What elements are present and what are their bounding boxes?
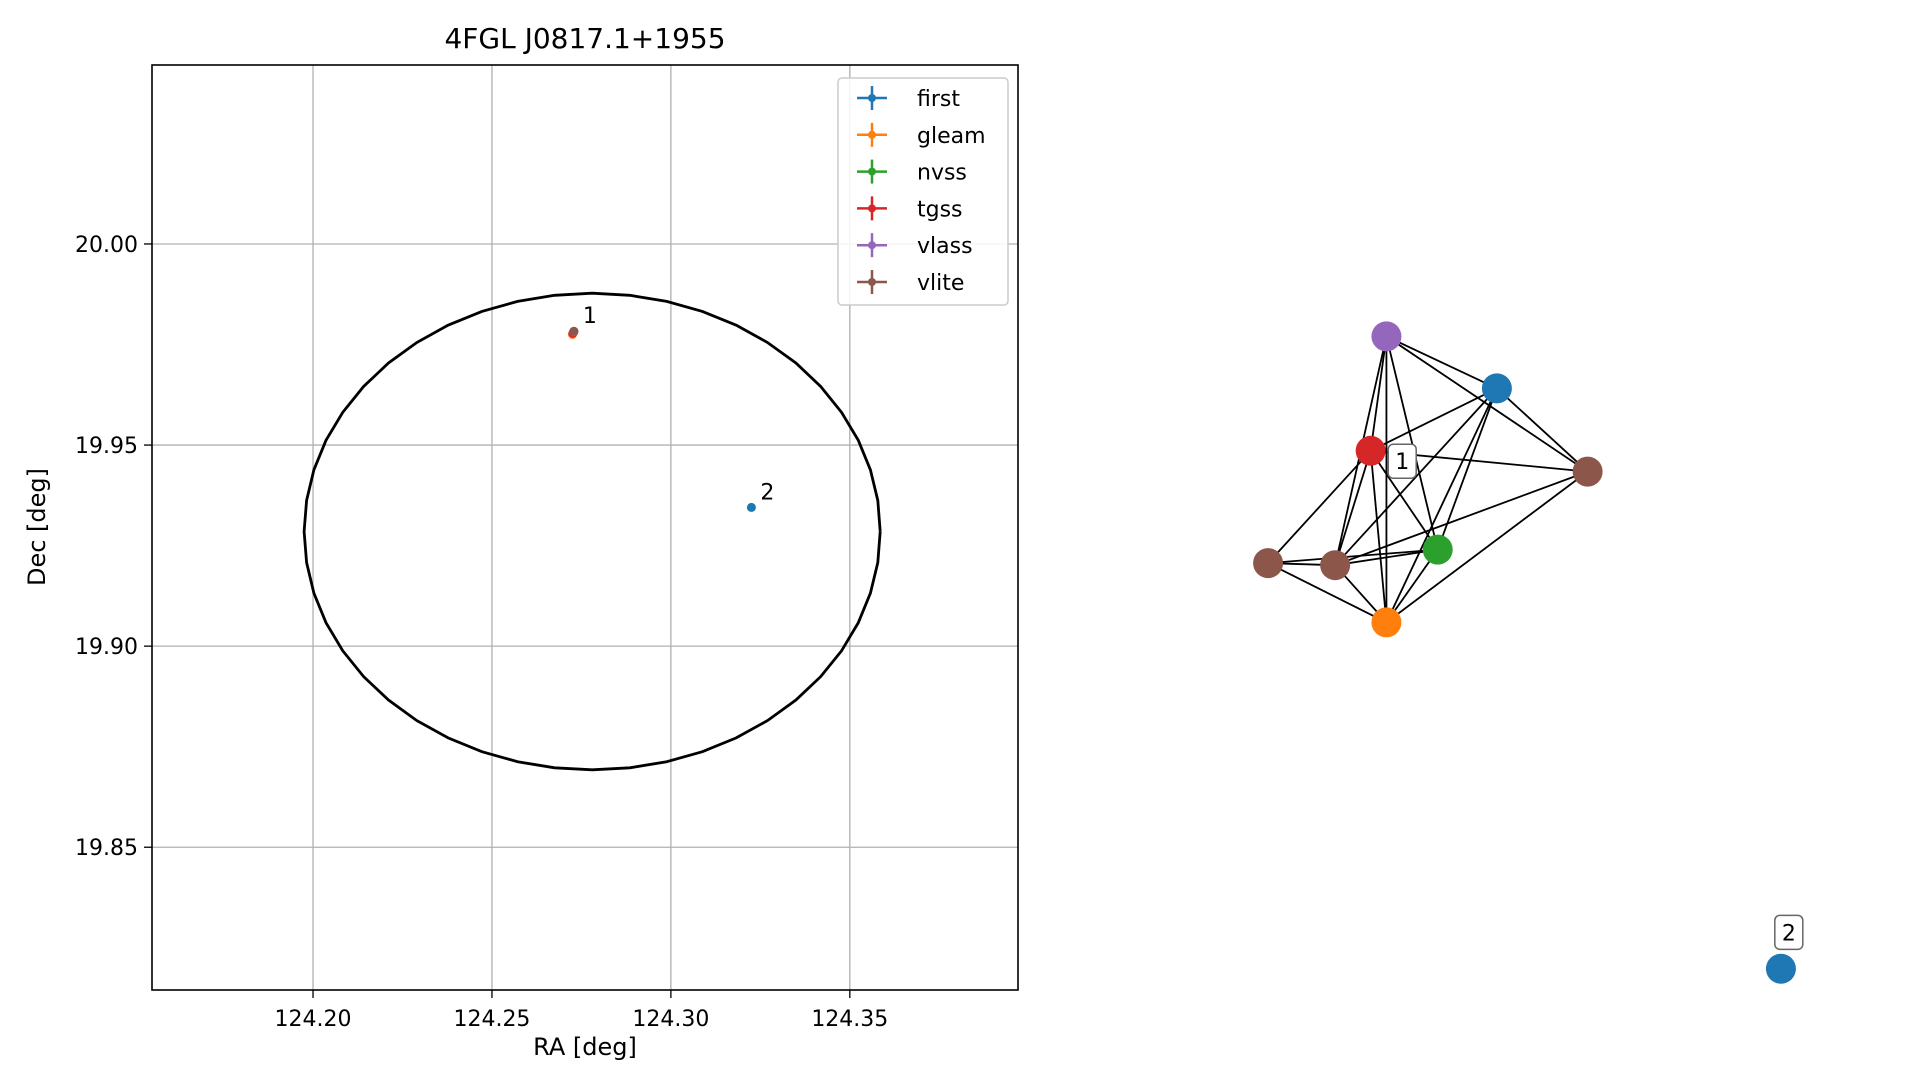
- graph-edge: [1335, 548, 1438, 567]
- legend-label-tgss: tgss: [917, 197, 963, 222]
- legend-marker-dot: [868, 278, 876, 286]
- graph-edge: [1369, 450, 1388, 623]
- y-tick-label: 19.95: [75, 434, 138, 459]
- graph-edge: [1370, 387, 1498, 452]
- legend-label-vlass: vlass: [917, 234, 973, 259]
- y-axis-ticks: 19.85 19.90 19.95 20.00: [75, 233, 152, 861]
- graph-edge: [1268, 548, 1438, 565]
- legend-marker-dot: [868, 241, 876, 250]
- x-axis-ticks: 124.20 124.25 124.30 124.35: [275, 990, 888, 1032]
- graph-edge: [1369, 336, 1388, 451]
- legend-marker-dot: [868, 167, 876, 176]
- legend-entries: first gleam nvss tgss vlass vlite: [857, 86, 986, 296]
- legend-label-gleam: gleam: [917, 124, 986, 149]
- y-axis-label: Dec [deg]: [23, 468, 51, 586]
- graph-labels: 12: [1387, 443, 1804, 951]
- x-tick-label: 124.35: [811, 1007, 888, 1032]
- point-vlite: [569, 326, 579, 336]
- graph-node-nvss: [1422, 534, 1453, 565]
- graph-edge: [1385, 388, 1498, 623]
- graph-edge: [1334, 387, 1498, 566]
- x-tick-label: 124.20: [275, 1007, 352, 1032]
- graph-edge: [1385, 335, 1589, 473]
- graph-label-text: 1: [1395, 450, 1409, 475]
- graph-node-vlass: [1371, 321, 1402, 352]
- graph-node-first: [1481, 373, 1512, 404]
- graph-edge: [1385, 470, 1589, 624]
- legend-marker-dot: [868, 204, 876, 213]
- point-annotation: 2: [760, 480, 774, 505]
- legend-marker-dot: [868, 94, 876, 102]
- scatter-chart: 4FGL J0817.1+1955 12 124.20 124.25 124.30 1…: [23, 22, 1019, 1061]
- y-tick-label: 19.85: [75, 836, 138, 861]
- legend: first gleam nvss tgss vlass vlite: [837, 77, 1009, 306]
- legend-label-nvss: nvss: [917, 161, 967, 186]
- error-ellipse: [302, 291, 882, 772]
- graph-node-vlite-r: [1572, 456, 1603, 487]
- point-first: [746, 502, 756, 512]
- data-points: [567, 326, 756, 512]
- graph-node-vlite-l: [1253, 548, 1284, 579]
- network-graph: 12: [1253, 321, 1804, 984]
- graph-node-gleam: [1371, 607, 1402, 638]
- graph-edge: [1385, 336, 1439, 550]
- x-tick-label: 124.30: [632, 1007, 709, 1032]
- legend-marker-dot: [868, 130, 876, 139]
- graph-edge: [1496, 387, 1589, 473]
- axes-frame: [151, 64, 1019, 991]
- x-axis-label: RA [deg]: [533, 1033, 637, 1061]
- chart-title: 4FGL J0817.1+1955: [444, 22, 725, 55]
- graph-node-first-2: [1765, 953, 1796, 984]
- error-ellipse-outline: [302, 291, 882, 772]
- x-tick-label: 124.25: [453, 1007, 530, 1032]
- graph-nodes: [1253, 321, 1796, 984]
- y-tick-label: 20.00: [75, 233, 138, 258]
- graph-node-tgss: [1355, 435, 1386, 466]
- graph-label-box: [1387, 443, 1417, 479]
- y-tick-label: 19.90: [75, 635, 138, 660]
- point-annotations: 12: [583, 304, 774, 505]
- legend-label-first: first: [917, 87, 960, 112]
- graph-edge: [1386, 335, 1498, 390]
- graph-label-text: 2: [1782, 921, 1796, 946]
- graph-label-box: [1774, 914, 1804, 951]
- point-annotation: 1: [583, 304, 597, 329]
- graph-edge: [1267, 450, 1372, 564]
- legend-label-vlite: vlite: [917, 271, 964, 296]
- graph-edge: [1369, 450, 1439, 551]
- graph-edge: [1334, 470, 1588, 567]
- graph-edge: [1267, 562, 1387, 624]
- graph-edge: [1334, 450, 1372, 566]
- graph-node-vlite-c: [1320, 550, 1351, 581]
